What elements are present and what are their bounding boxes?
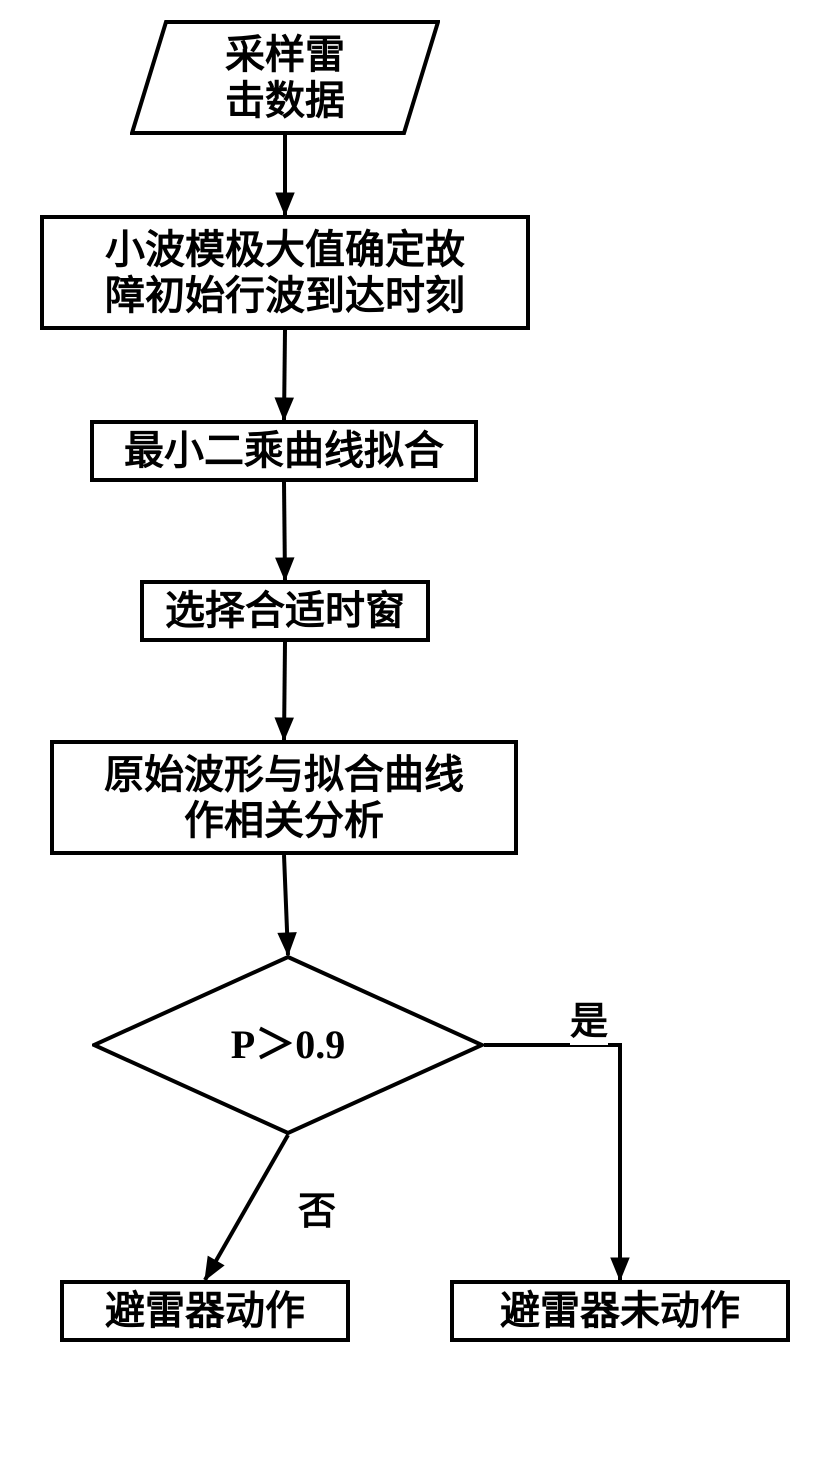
flow-edge: [0, 0, 822, 1466]
edge-label: 是: [570, 990, 608, 1045]
